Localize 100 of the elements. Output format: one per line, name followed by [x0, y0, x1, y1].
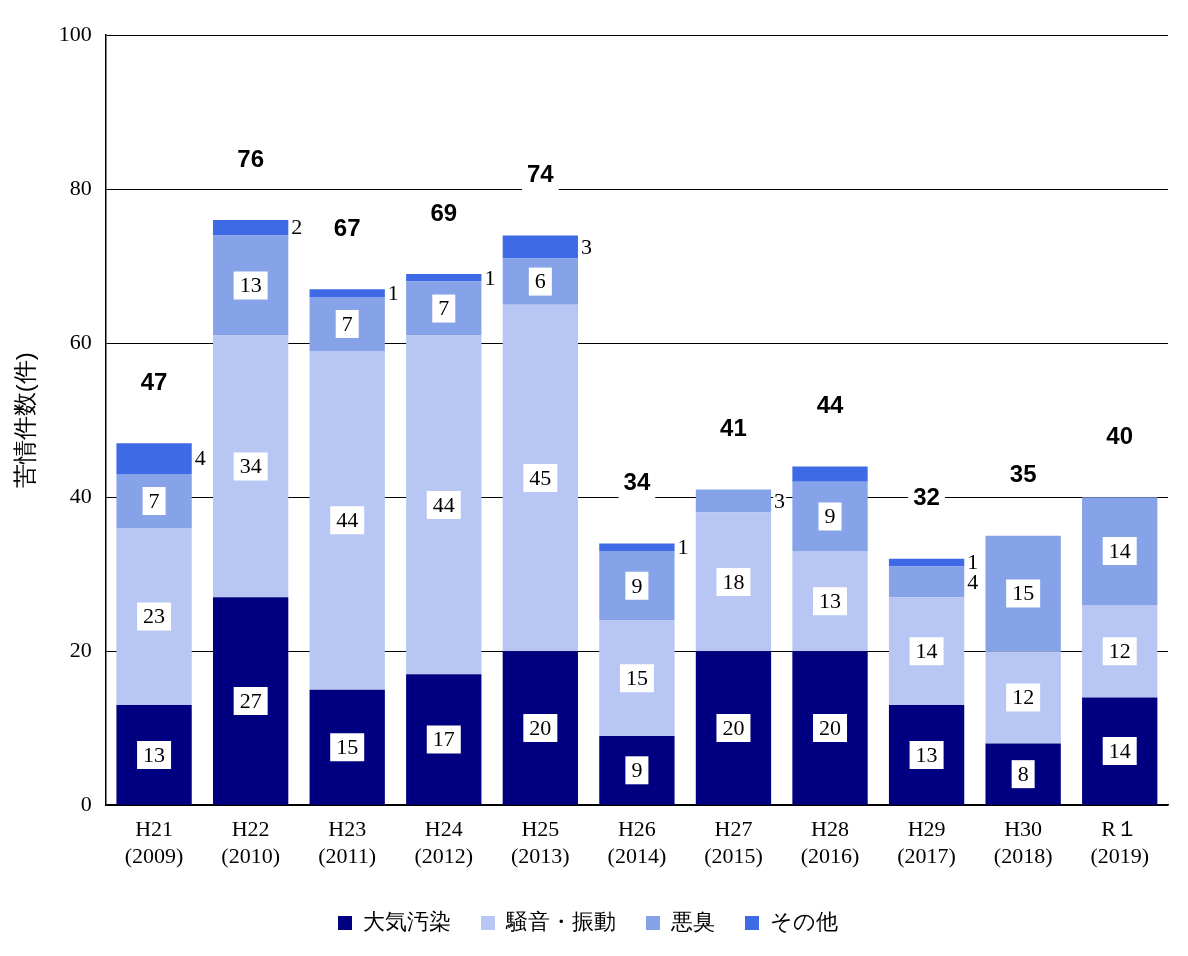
total-label: 69	[430, 198, 458, 226]
bar	[695, 489, 772, 513]
bar	[888, 705, 965, 805]
legend-label: その他	[770, 909, 838, 935]
bar	[116, 528, 192, 706]
data-label: 13	[915, 741, 938, 767]
data-label: 8	[1017, 760, 1029, 786]
x-tick-label: H25 (2013)	[511, 816, 570, 868]
data-label: 20	[819, 714, 842, 740]
total-label: 44	[816, 391, 845, 419]
y-tick-label: 0	[80, 790, 92, 816]
bar	[116, 443, 192, 475]
data-label: 13	[239, 272, 262, 298]
data-label: 12	[1108, 637, 1131, 663]
bar	[599, 543, 675, 552]
data-label: 9	[631, 572, 643, 598]
bar	[599, 551, 675, 621]
x-tick-label: H30 (2018)	[993, 816, 1053, 868]
y-tick-label: 80	[69, 174, 92, 200]
data-label: 15	[336, 733, 359, 759]
bar	[792, 466, 868, 482]
bar	[502, 651, 578, 805]
total-label: 41	[720, 414, 747, 442]
data-label: 1	[387, 279, 399, 305]
x-tick-label: H21 (2009)	[124, 816, 184, 868]
data-label: 12	[1012, 684, 1035, 710]
legend-label: 悪臭	[670, 909, 715, 935]
bar	[792, 651, 868, 805]
bar	[116, 705, 192, 805]
data-label: 27	[239, 687, 262, 713]
data-label: 2	[291, 214, 303, 240]
data-label: 13	[143, 741, 166, 767]
total-label: 76	[237, 144, 264, 172]
bar	[212, 335, 289, 598]
bar	[212, 235, 289, 336]
bar	[695, 512, 772, 652]
x-tick-label: R１ (2019)	[1090, 816, 1150, 868]
data-label: 17	[432, 726, 455, 752]
bar	[406, 273, 482, 282]
data-label: 9	[631, 757, 643, 783]
data-label: 7	[438, 295, 450, 321]
total-label: 74	[526, 160, 555, 188]
y-tick-label: 20	[69, 636, 92, 662]
data-label: 9	[824, 503, 836, 529]
bar	[212, 597, 289, 805]
x-tick-label: H26 (2014)	[607, 816, 667, 868]
bar	[309, 689, 385, 805]
total-label: 67	[333, 213, 361, 241]
bar	[309, 350, 385, 690]
data-label: 3	[774, 487, 786, 513]
data-label: 1	[677, 534, 689, 560]
bar	[1082, 497, 1158, 605]
x-tick-label: H22 (2010)	[221, 816, 280, 868]
data-label: 15	[625, 664, 648, 690]
data-label: 18	[722, 568, 745, 594]
bar	[1082, 697, 1158, 805]
y-tick-label: 40	[69, 482, 92, 508]
bar	[985, 651, 1061, 744]
x-tick-label: H27 (2015)	[704, 816, 763, 868]
bar	[599, 735, 675, 805]
bar	[212, 220, 289, 236]
bar	[985, 743, 1061, 805]
data-label: 6	[534, 268, 546, 294]
data-label: 20	[722, 714, 745, 740]
data-label: 44	[432, 491, 455, 517]
bar	[985, 535, 1061, 652]
total-label: 35	[1009, 460, 1037, 488]
bar	[888, 566, 965, 598]
data-label: 44	[336, 507, 359, 533]
bar	[792, 481, 868, 552]
data-label: 20	[529, 714, 552, 740]
bar	[599, 620, 675, 736]
x-tick-label: H29 (2017)	[897, 816, 956, 868]
legend-label: 大気汚染	[363, 909, 451, 935]
x-tick-label: H23 (2011)	[318, 816, 377, 868]
data-label: 34	[239, 453, 262, 479]
y-axis-title: 苦情件数(件)	[11, 352, 39, 489]
data-label: 13	[819, 587, 842, 613]
data-label: 14	[915, 637, 938, 663]
bar	[406, 335, 482, 675]
bar	[502, 235, 578, 259]
data-label: 4	[194, 445, 206, 471]
data-label: 45	[529, 464, 552, 490]
bar	[406, 674, 482, 805]
y-tick-label: 100	[58, 20, 92, 46]
x-tick-label: H24 (2012)	[414, 816, 474, 868]
data-label: 7	[148, 487, 160, 513]
x-tick-label: H28 (2016)	[800, 816, 860, 868]
total-label: 40	[1106, 421, 1134, 449]
bar	[309, 289, 385, 297]
total-label: 47	[140, 367, 168, 395]
data-label: 14	[1108, 537, 1131, 563]
bar	[695, 651, 772, 805]
data-label: 15	[1012, 580, 1035, 606]
legend-label: 騒音・振動	[505, 909, 616, 935]
bar	[888, 597, 965, 706]
data-label: 1	[484, 264, 496, 290]
bar	[792, 551, 868, 652]
data-label: 14	[1108, 737, 1131, 763]
bar	[888, 558, 965, 567]
